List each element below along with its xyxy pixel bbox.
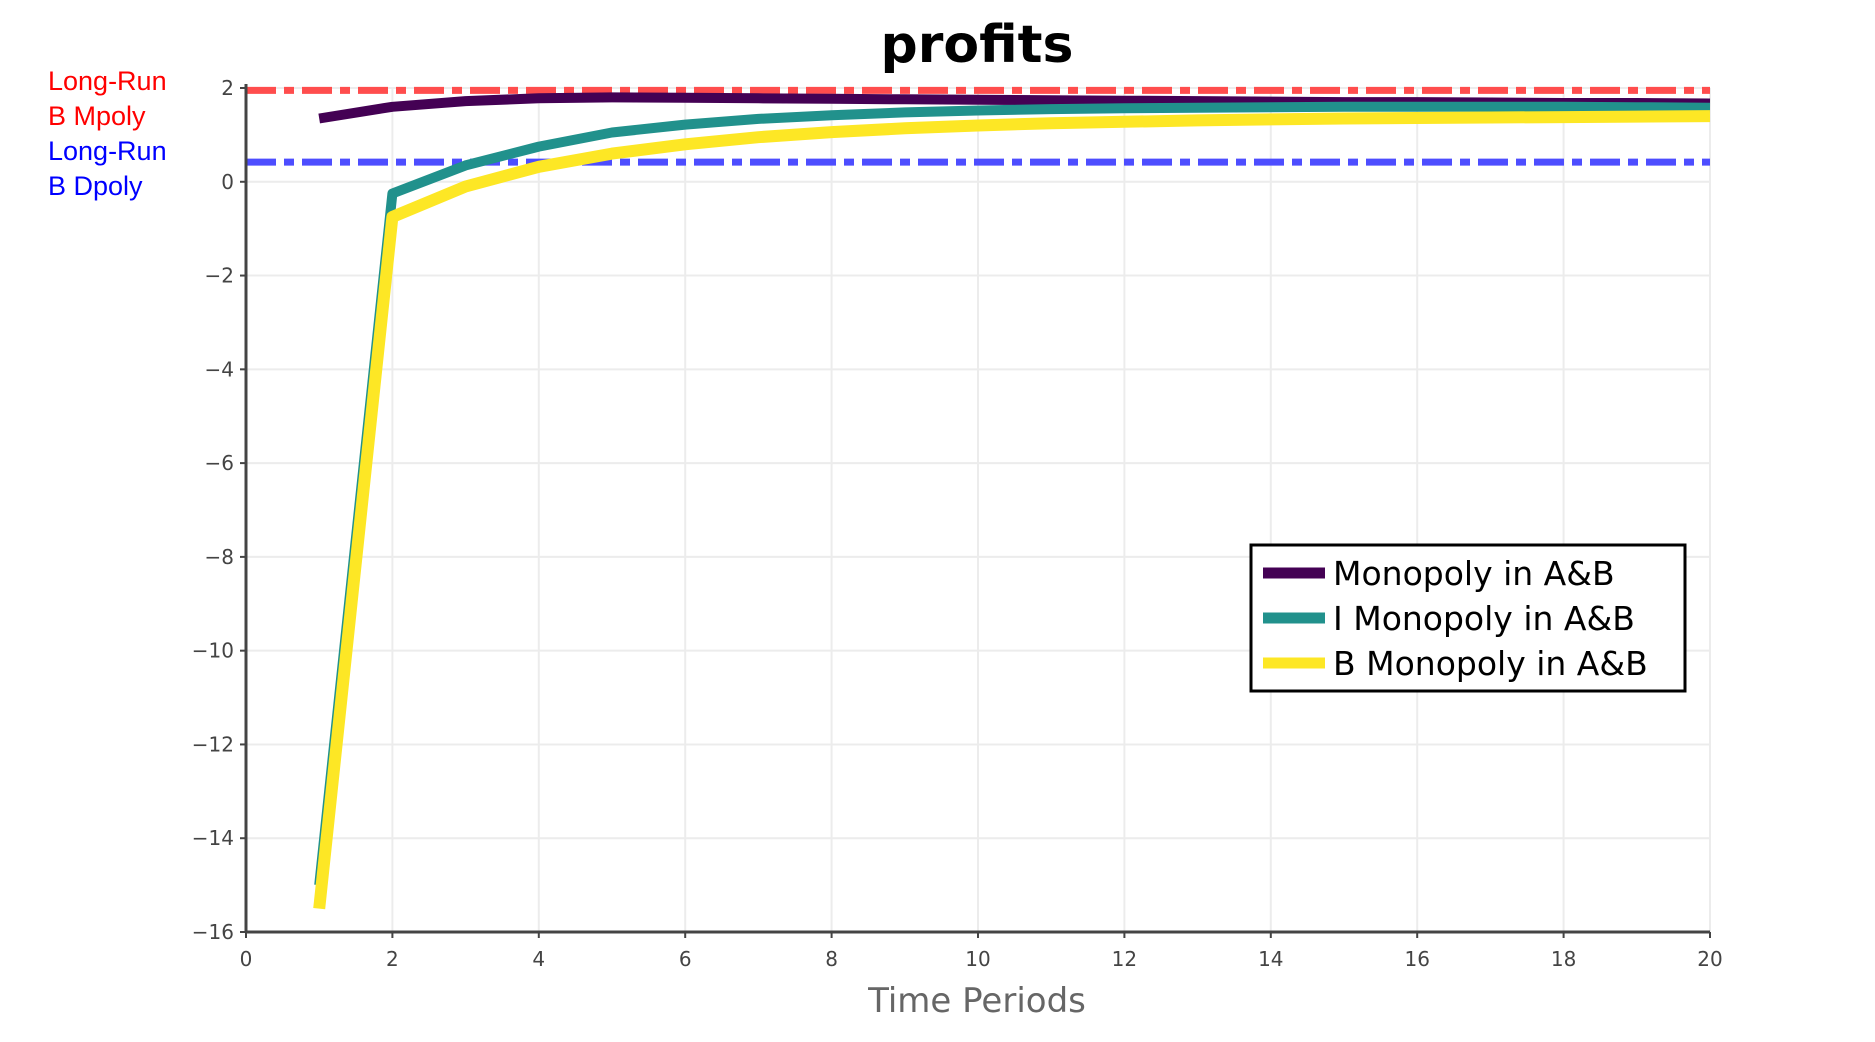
reference-label-1: Long-Run — [48, 66, 167, 96]
reference-label-2: Long-Run — [48, 136, 167, 166]
series-line-3 — [313, 110, 1711, 910]
x-tick-label: 20 — [1697, 947, 1722, 971]
legend-label-2: I Monopoly in A&B — [1333, 599, 1635, 638]
reference-line-annotations: Long-Run B Mpoly Long-Run B Dpoly — [48, 66, 167, 201]
reference-label-1: B Mpoly — [48, 101, 146, 131]
x-tick-label: 12 — [1112, 947, 1137, 971]
reference-label-2: B Dpoly — [48, 171, 143, 201]
x-tick-label: 4 — [532, 947, 545, 971]
chart-title: profits — [881, 15, 1074, 75]
series-line-2 — [314, 101, 1711, 886]
x-tick-label: 16 — [1404, 947, 1429, 971]
x-tick-label: 10 — [965, 947, 990, 971]
y-tick-label: −2 — [205, 264, 234, 288]
y-tick-label: −14 — [192, 826, 234, 850]
series-lines — [313, 92, 1711, 910]
y-tick-label: −8 — [205, 545, 234, 569]
y-tick-label: 0 — [221, 170, 234, 194]
legend-label-1: Monopoly in A&B — [1333, 554, 1615, 593]
legend-label-3: B Monopoly in A&B — [1333, 644, 1648, 683]
x-tick-label: 18 — [1551, 947, 1576, 971]
y-tick-label: −16 — [192, 920, 234, 944]
x-tick-label: 6 — [679, 947, 692, 971]
x-tick-label: 14 — [1258, 947, 1283, 971]
x-axis-ticks: 0 2 4 6 8 10 12 14 16 18 20 — [240, 932, 1723, 971]
y-tick-label: −12 — [192, 732, 234, 756]
x-axis-label: Time Periods — [867, 981, 1086, 1021]
x-tick-label: 8 — [825, 947, 838, 971]
y-axis-ticks: −16 −14 −12 −10 −8 −6 −4 −2 0 2 — [192, 76, 246, 944]
y-tick-label: −6 — [205, 451, 234, 475]
x-tick-label: 2 — [386, 947, 399, 971]
y-tick-label: −10 — [192, 639, 234, 663]
legend: Monopoly in A&B I Monopoly in A&B B Monopo… — [1249, 543, 1687, 693]
y-tick-label: −4 — [205, 357, 234, 381]
x-tick-label: 0 — [240, 947, 253, 971]
y-tick-label: 2 — [221, 76, 234, 100]
grid-lines — [246, 87, 1711, 932]
